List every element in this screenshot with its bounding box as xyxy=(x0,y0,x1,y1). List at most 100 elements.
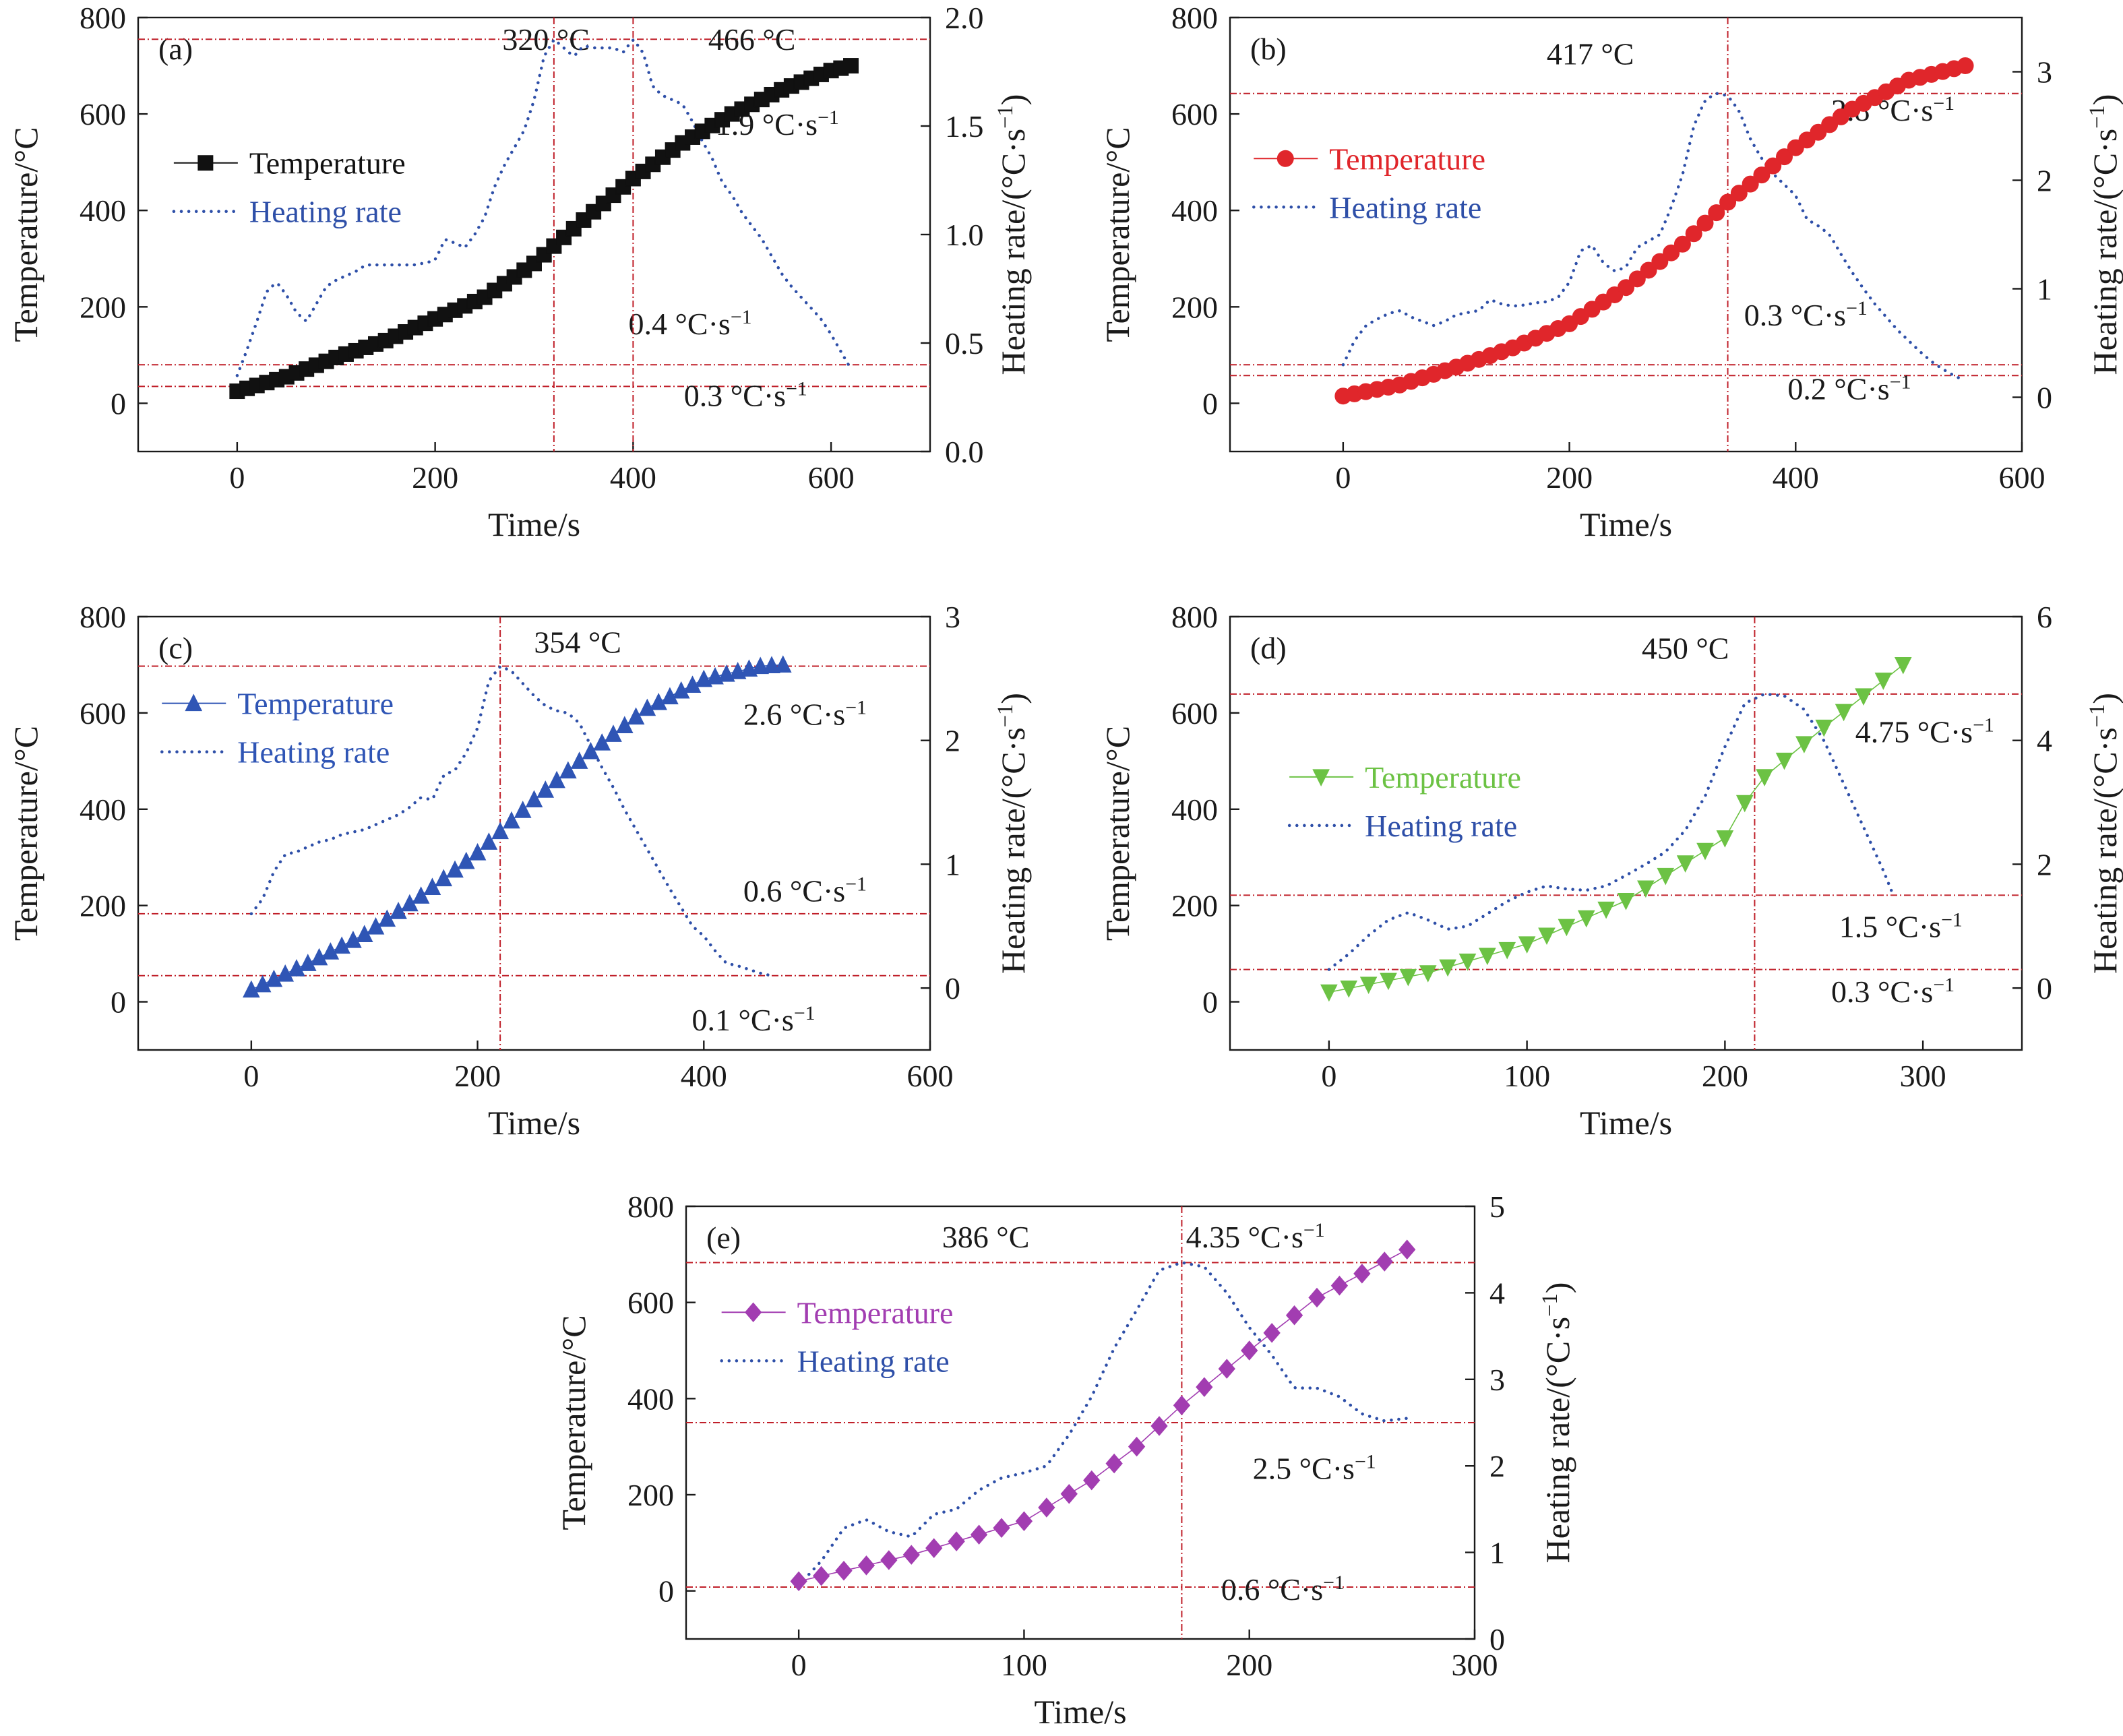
temperature-marker xyxy=(1696,842,1714,861)
temperature-marker xyxy=(1835,704,1853,722)
y-left-tick-label: 200 xyxy=(1171,290,1218,324)
temperature-marker xyxy=(1128,1436,1146,1457)
y-right-tick-label: 2 xyxy=(2037,847,2052,881)
temperature-marker xyxy=(835,1560,853,1581)
heating-rate-label: 0.6 °C·s−1 xyxy=(743,873,867,908)
x-tick-label: 0 xyxy=(1321,1059,1336,1093)
temperature-marker xyxy=(1398,1239,1416,1260)
x-tick-label: 300 xyxy=(1900,1059,1946,1093)
legend-temperature-label: Temperature xyxy=(249,146,406,181)
temperature-marker xyxy=(1716,830,1734,848)
temperature-marker xyxy=(525,790,543,807)
temperature-marker xyxy=(1673,235,1691,253)
heating-rate-label: 0.3 °C·s−1 xyxy=(1831,974,1955,1010)
x-tick-label: 200 xyxy=(1702,1059,1748,1093)
temperature-marker xyxy=(763,656,780,674)
x-tick-label: 0 xyxy=(229,460,245,495)
temperature-marker xyxy=(1735,795,1754,813)
temperature-marker xyxy=(468,842,487,861)
x-tick-label: 400 xyxy=(1773,460,1819,495)
temperature-marker xyxy=(536,780,555,798)
y-right-tick-label: 4 xyxy=(2037,724,2052,758)
temperature-marker xyxy=(1399,968,1417,987)
temperature-marker xyxy=(446,860,464,878)
temperature-label: 466 °C xyxy=(708,22,796,57)
y-right-tick-label: 1.5 xyxy=(945,109,984,144)
legend-heating-rate-label: Heating rate xyxy=(249,195,402,229)
temperature-marker xyxy=(1439,959,1456,977)
temperature-marker xyxy=(265,969,283,987)
temperature-marker xyxy=(1753,166,1771,184)
temperature-marker xyxy=(593,733,611,751)
y-right-tick-label: 1.0 xyxy=(945,218,984,252)
y-left-axis-label: Temperature/°C xyxy=(7,726,44,941)
temperature-marker xyxy=(1730,185,1748,202)
x-tick-label: 0 xyxy=(1335,460,1351,495)
temperature-marker xyxy=(1764,157,1782,175)
temperature-marker xyxy=(843,58,859,74)
y-right-axis-label: Heating rate/(°C·s−1) xyxy=(1538,1282,1576,1563)
legend: Temperature Heating rate xyxy=(1287,760,1521,843)
temperature-marker xyxy=(412,886,430,904)
legend: Temperature Heating rate xyxy=(160,687,394,770)
temperature-marker xyxy=(790,1571,807,1592)
temperature-marker xyxy=(1498,941,1516,960)
temperature-marker xyxy=(812,1566,830,1586)
x-tick-label: 200 xyxy=(1546,460,1593,495)
y-right-axis-label: Heating rate/(°C·s−1) xyxy=(993,693,1032,974)
temperature-marker xyxy=(457,851,475,869)
temperature-marker xyxy=(276,964,295,982)
y-left-tick-label: 400 xyxy=(627,1382,674,1416)
temperature-marker xyxy=(1320,984,1338,1002)
temperature-marker xyxy=(880,1550,898,1570)
temperature-marker xyxy=(774,655,792,673)
heating-rate-label: 1.5 °C·s−1 xyxy=(1839,908,1963,944)
y-left-tick-label: 600 xyxy=(1171,97,1218,131)
x-tick-label: 100 xyxy=(1001,1648,1047,1682)
legend-heating-rate-label: Heating rate xyxy=(1329,190,1481,224)
temperature-marker xyxy=(1742,175,1759,193)
temperature-marker xyxy=(605,724,622,742)
x-tick-label: 600 xyxy=(1999,460,2045,495)
heating-rate-label: 0.3 °C·s−1 xyxy=(684,377,807,413)
temperature-marker xyxy=(1376,1251,1393,1272)
y-left-tick-label: 0 xyxy=(111,985,126,1020)
temperature-marker xyxy=(615,716,634,733)
temperature-marker xyxy=(1775,752,1793,770)
temperature-marker xyxy=(1359,976,1378,994)
heating-rate-label: 0.4 °C·s−1 xyxy=(629,306,752,342)
temperature-marker xyxy=(1241,1340,1258,1361)
y-left-tick-label: 600 xyxy=(80,97,126,131)
y-right-tick-label: 0 xyxy=(2037,971,2052,1005)
temperature-marker xyxy=(1795,736,1813,753)
temperature-marker xyxy=(1676,855,1694,873)
y-left-tick-label: 600 xyxy=(80,696,126,731)
chart-panel-e: 0 100 200 3000200400600800012345Time/sTempe… xyxy=(555,1189,1576,1731)
temperature-marker xyxy=(1105,1453,1123,1474)
legend: Temperature Heating rate xyxy=(1252,142,1485,224)
temperature-label: 354 °C xyxy=(534,625,621,659)
panel-label: (b) xyxy=(1250,32,1287,66)
chart-panel-d: 0 100 200 300 0 200 400 600 800 0 2 4 6 Time/s Tempera… xyxy=(1099,600,2123,1142)
y-right-tick-label: 4 xyxy=(1489,1276,1505,1310)
heating-rate-label: 4.75 °C·s−1 xyxy=(1855,714,1994,749)
temperature-marker xyxy=(514,801,532,818)
x-tick-label: 200 xyxy=(454,1059,501,1093)
y-right-tick-label: 0.5 xyxy=(945,326,984,361)
temperature-marker xyxy=(1458,954,1477,971)
temperature-marker xyxy=(1340,981,1358,998)
heating-rate-label: 0.1 °C·s−1 xyxy=(692,1001,816,1037)
temperature-marker xyxy=(1083,1470,1101,1491)
y-left-tick-label: 800 xyxy=(80,1,126,35)
y-right-axis-label: Heating rate/(°C·s−1) xyxy=(993,94,1032,375)
chart-panel-b: 0 200 400 600 0 200 400 600 800 0 1 2 3 Time/s Tempera… xyxy=(1099,1,2123,543)
temperature-marker xyxy=(1617,893,1635,910)
temperature-marker xyxy=(1263,1323,1281,1343)
temperature-marker xyxy=(1558,919,1576,937)
y-left-tick-label: 200 xyxy=(80,889,126,923)
heating-rate-label: 0.2 °C·s−1 xyxy=(1787,371,1911,406)
temperature-marker xyxy=(948,1531,965,1551)
legend-heating-rate-label: Heating rate xyxy=(237,735,390,770)
x-axis-label: Time/s xyxy=(488,505,580,543)
